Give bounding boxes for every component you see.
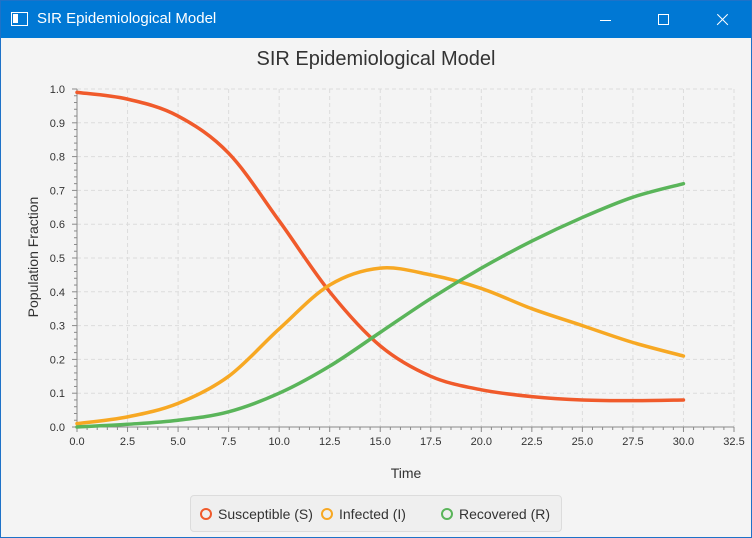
x-axis-label: Time [391,465,422,481]
x-tick-label: 7.5 [221,436,236,448]
window-title: SIR Epidemiological Model [37,10,217,27]
series-line-recovered [75,181,686,429]
x-tick-label: 20.0 [471,436,492,448]
y-tick-label: 1.0 [50,84,65,96]
y-tick-label: 0.2 [50,354,65,366]
legend: Susceptible (S) Infected (I) Recovered (… [190,495,562,532]
legend-label-recovered: Recovered (R) [459,506,551,522]
minimize-button[interactable] [576,1,634,38]
maximize-button[interactable] [634,1,692,38]
legend-label-infected: Infected (I) [339,506,406,522]
y-tick-label: 0.6 [50,219,65,231]
legend-label-susceptible: Susceptible (S) [218,506,313,522]
x-tick-label: 12.5 [319,436,340,448]
chart-title: SIR Epidemiological Model [256,48,496,70]
x-tick-label: 32.5 [723,436,744,448]
legend-swatch-infected [321,508,333,520]
legend-item-recovered[interactable]: Recovered (R) [441,506,550,522]
x-tick-label: 27.5 [622,436,643,448]
x-tick-label: 15.0 [370,436,391,448]
y-tick-label: 0.8 [50,152,65,164]
x-tick-label: 2.5 [120,436,135,448]
x-tick-label: 0.0 [69,436,84,448]
y-tick-label: 0.5 [50,253,65,265]
line-chart: 0.0 2.5 5.0 7.5 10.0 12.5 15.0 17.5 20.0 22.5 25.0… [25,84,745,481]
app-icon [11,12,28,26]
title-bar[interactable]: SIR Epidemiological Model [1,1,751,38]
grid-lines [77,88,735,427]
close-button[interactable] [692,1,750,38]
y-axis-label: Population Fraction [25,197,41,318]
y-tick-label: 0.4 [50,287,65,299]
legend-swatch-recovered [441,508,453,520]
y-tick-label: 0.9 [50,118,65,130]
x-tick-label: 10.0 [268,436,289,448]
axes: 0.0 2.5 5.0 7.5 10.0 12.5 15.0 17.5 20.0 22.5 25.0… [50,84,745,448]
y-tick-label: 0.3 [50,321,65,333]
x-tick-label: 30.0 [673,436,694,448]
series-lines [75,90,686,429]
x-tick-label: 5.0 [170,436,185,448]
legend-item-infected[interactable]: Infected (I) [321,506,406,522]
y-tick-label: 0.0 [50,422,65,434]
x-tick-label: 22.5 [521,436,542,448]
series-line-infected [75,266,686,426]
x-tick-label: 17.5 [420,436,441,448]
legend-item-susceptible[interactable]: Susceptible (S) [200,506,313,522]
x-tick-label: 25.0 [572,436,593,448]
y-tick-label: 0.1 [50,388,65,400]
y-tick-label: 0.7 [50,185,65,197]
legend-swatch-susceptible [200,508,212,520]
